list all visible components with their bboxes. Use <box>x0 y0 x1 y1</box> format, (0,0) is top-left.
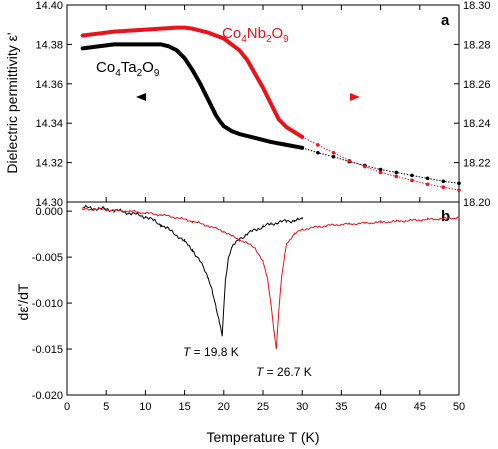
panel-a-point-ta <box>394 170 399 175</box>
panel-a-label: a <box>441 12 450 29</box>
panel-b-series-ta <box>82 204 303 337</box>
x-tick-label: 50 <box>453 401 465 413</box>
panel-b-series-nb <box>82 207 460 350</box>
panel-a-point-nb <box>347 158 352 163</box>
panel-a-series-nb-tail <box>301 136 460 191</box>
panel-a-point-ta <box>300 146 305 150</box>
panel-a-point-nb <box>378 170 383 175</box>
x-tick-label: 20 <box>218 401 230 413</box>
panel-b-y-tick-label: -0.010 <box>32 298 63 310</box>
panel-a-point-nb <box>394 174 399 179</box>
panel-a-point-ta <box>425 176 430 181</box>
annotation-ta-transition: T = 19.8 K <box>183 345 239 359</box>
panel-a-right-tick-label: 18.26 <box>463 79 491 91</box>
panel-a-right-tick-label: 18.20 <box>463 197 491 209</box>
panel-a-y-axis-title: Dielectric permittivity ε' <box>4 32 20 173</box>
panel-b-y-tick-label: -0.005 <box>32 252 63 264</box>
tick-group: 0 5 10 15 20 25 30 35 40 45 50 14.30 14.32 14.34 14.36… <box>32 0 491 413</box>
panel-b-y-tick-label: -0.015 <box>32 344 63 356</box>
x-tick-label: 0 <box>64 401 70 413</box>
panel-a-series-ta <box>80 42 305 150</box>
panel-a-point-nb <box>410 178 414 183</box>
right-axis-arrow-icon <box>350 93 360 101</box>
panel-b-y-tick-label: -0.020 <box>32 390 63 402</box>
panel-a-point-nb <box>425 182 430 187</box>
panel-a-point-ta <box>316 150 320 155</box>
x-tick-label: 10 <box>139 401 151 413</box>
left-axis-arrow-icon <box>136 93 146 101</box>
x-tick-label: 15 <box>178 401 190 413</box>
panel-a-point-ta <box>441 179 446 184</box>
panel-a-right-tick-label: 18.24 <box>463 118 491 130</box>
panel-b-y-tick-label: 0.000 <box>35 206 63 218</box>
x-tick-label: 25 <box>257 401 269 413</box>
panel-a-point-nb <box>331 150 336 155</box>
panel-a-point-nb <box>316 143 320 147</box>
panel-a-point-nb <box>300 135 305 139</box>
x-tick-label: 35 <box>335 401 347 413</box>
panel-a-point-nb <box>457 188 461 192</box>
panel-a-left-tick-label: 14.36 <box>35 79 63 91</box>
panel-a-point-nb <box>363 164 367 169</box>
panel-a-point-ta <box>378 167 383 172</box>
panel-a-point-ta <box>457 181 461 186</box>
panel-b-y-axis-title: dε'/dT <box>15 283 31 320</box>
x-tick-label: 5 <box>103 401 109 413</box>
panel-a-left-tick-label: 14.40 <box>35 0 63 12</box>
panel-b-label: b <box>441 208 450 225</box>
panel-a-point-ta <box>410 173 414 178</box>
panel-a-left-tick-label: 14.32 <box>35 158 63 170</box>
panel-a-point-nb <box>441 185 446 190</box>
panel-a-point-ta <box>331 154 336 159</box>
panel-a-right-tick-label: 18.28 <box>463 39 491 51</box>
panel-a-left-tick-label: 14.30 <box>35 197 63 209</box>
x-tick-label: 40 <box>374 401 386 413</box>
x-tick-label: 30 <box>296 401 308 413</box>
panel-a-series-nb <box>80 25 305 139</box>
series-label-co4nb2o9: Co4Nb2O9 <box>222 25 289 45</box>
panel-a-right-tick-label: 18.22 <box>463 158 491 170</box>
annotation-nb-transition: T = 26.7 K <box>256 365 312 379</box>
series-group <box>80 25 461 350</box>
x-axis-title: Temperature T (K) <box>206 429 319 445</box>
series-label-co4ta2o9: Co4Ta2O9 <box>96 59 160 79</box>
panel-a-series-ta-tail <box>302 147 460 184</box>
panel-a-left-tick-label: 14.38 <box>35 39 63 51</box>
x-tick-label: 45 <box>414 401 426 413</box>
panel-a-right-tick-label: 18.30 <box>463 0 491 12</box>
panel-a-left-tick-label: 14.34 <box>35 118 63 130</box>
